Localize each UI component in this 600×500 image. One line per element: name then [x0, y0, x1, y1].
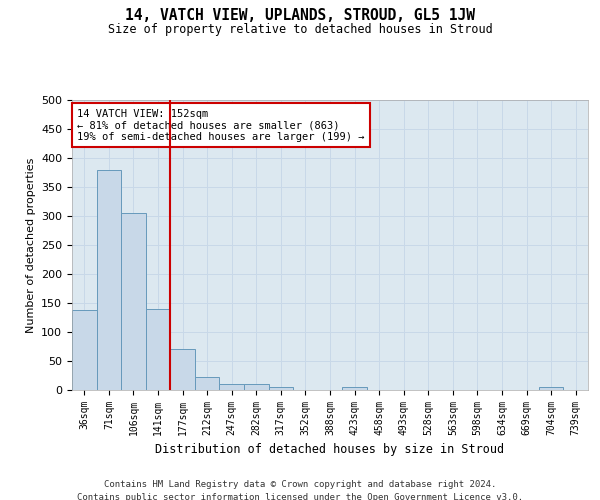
- Bar: [170, 350, 195, 390]
- Bar: [220, 384, 244, 390]
- Bar: [146, 309, 170, 390]
- Text: 14, VATCH VIEW, UPLANDS, STROUD, GL5 1JW: 14, VATCH VIEW, UPLANDS, STROUD, GL5 1JW: [125, 8, 475, 22]
- Bar: [342, 387, 367, 390]
- Text: Distribution of detached houses by size in Stroud: Distribution of detached houses by size …: [155, 442, 505, 456]
- Bar: [72, 310, 97, 390]
- Text: Contains public sector information licensed under the Open Government Licence v3: Contains public sector information licen…: [77, 492, 523, 500]
- Bar: [121, 213, 146, 390]
- Text: 14 VATCH VIEW: 152sqm
← 81% of detached houses are smaller (863)
19% of semi-det: 14 VATCH VIEW: 152sqm ← 81% of detached …: [77, 108, 365, 142]
- Bar: [539, 387, 563, 390]
- Y-axis label: Number of detached properties: Number of detached properties: [26, 158, 35, 332]
- Bar: [269, 387, 293, 390]
- Bar: [244, 384, 269, 390]
- Text: Contains HM Land Registry data © Crown copyright and database right 2024.: Contains HM Land Registry data © Crown c…: [104, 480, 496, 489]
- Bar: [195, 376, 220, 390]
- Bar: [97, 170, 121, 390]
- Text: Size of property relative to detached houses in Stroud: Size of property relative to detached ho…: [107, 22, 493, 36]
